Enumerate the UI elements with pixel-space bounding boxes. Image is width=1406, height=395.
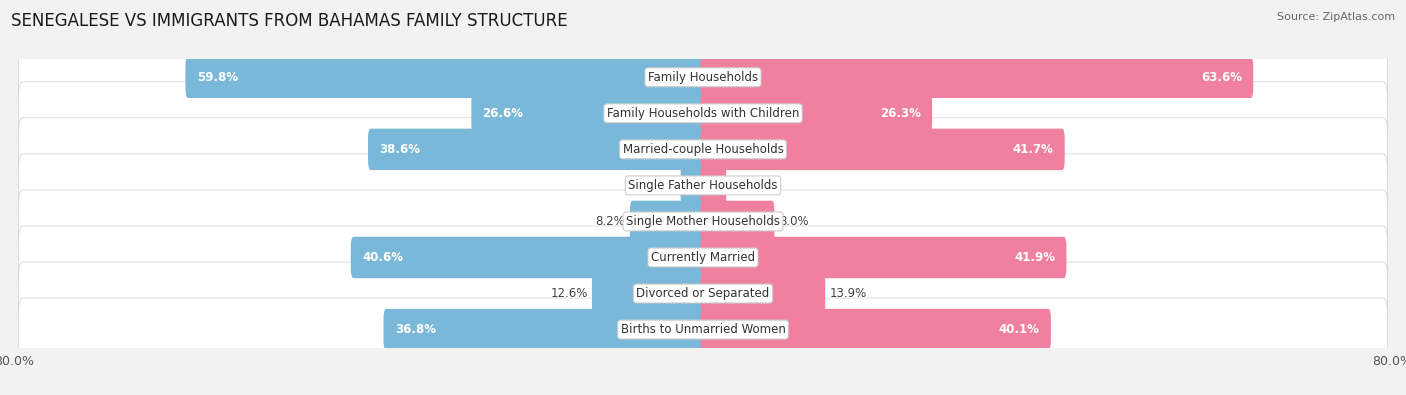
Text: 26.6%: 26.6% <box>482 107 523 120</box>
Text: Source: ZipAtlas.com: Source: ZipAtlas.com <box>1277 12 1395 22</box>
Text: 2.4%: 2.4% <box>731 179 761 192</box>
FancyBboxPatch shape <box>630 201 706 242</box>
Text: Divorced or Separated: Divorced or Separated <box>637 287 769 300</box>
Text: 40.6%: 40.6% <box>361 251 404 264</box>
FancyBboxPatch shape <box>18 46 1388 109</box>
FancyBboxPatch shape <box>700 92 932 134</box>
FancyBboxPatch shape <box>18 154 1388 217</box>
FancyBboxPatch shape <box>471 92 706 134</box>
FancyBboxPatch shape <box>18 118 1388 181</box>
Text: Single Mother Households: Single Mother Households <box>626 215 780 228</box>
Text: Married-couple Households: Married-couple Households <box>623 143 783 156</box>
FancyBboxPatch shape <box>592 273 706 314</box>
Text: 36.8%: 36.8% <box>395 323 436 336</box>
Text: Family Households: Family Households <box>648 71 758 84</box>
Text: 8.2%: 8.2% <box>596 215 626 228</box>
Text: Family Households with Children: Family Households with Children <box>607 107 799 120</box>
Text: 41.9%: 41.9% <box>1014 251 1056 264</box>
FancyBboxPatch shape <box>18 226 1388 289</box>
FancyBboxPatch shape <box>18 190 1388 253</box>
Text: 63.6%: 63.6% <box>1201 71 1241 84</box>
Text: 41.7%: 41.7% <box>1012 143 1053 156</box>
Text: 2.3%: 2.3% <box>647 179 676 192</box>
FancyBboxPatch shape <box>700 165 727 206</box>
Text: SENEGALESE VS IMMIGRANTS FROM BAHAMAS FAMILY STRUCTURE: SENEGALESE VS IMMIGRANTS FROM BAHAMAS FA… <box>11 12 568 30</box>
FancyBboxPatch shape <box>700 129 1064 170</box>
FancyBboxPatch shape <box>700 237 1066 278</box>
Text: 26.3%: 26.3% <box>880 107 921 120</box>
FancyBboxPatch shape <box>700 273 825 314</box>
FancyBboxPatch shape <box>681 165 706 206</box>
Text: 12.6%: 12.6% <box>550 287 588 300</box>
FancyBboxPatch shape <box>368 129 706 170</box>
Text: 59.8%: 59.8% <box>197 71 238 84</box>
Text: Births to Unmarried Women: Births to Unmarried Women <box>620 323 786 336</box>
FancyBboxPatch shape <box>18 82 1388 145</box>
FancyBboxPatch shape <box>700 56 1253 98</box>
FancyBboxPatch shape <box>350 237 706 278</box>
FancyBboxPatch shape <box>18 298 1388 361</box>
FancyBboxPatch shape <box>384 309 706 350</box>
FancyBboxPatch shape <box>700 309 1050 350</box>
FancyBboxPatch shape <box>700 201 775 242</box>
Text: Currently Married: Currently Married <box>651 251 755 264</box>
FancyBboxPatch shape <box>186 56 706 98</box>
Text: 40.1%: 40.1% <box>998 323 1039 336</box>
Text: 13.9%: 13.9% <box>830 287 868 300</box>
Text: 8.0%: 8.0% <box>779 215 808 228</box>
Text: Single Father Households: Single Father Households <box>628 179 778 192</box>
Text: 38.6%: 38.6% <box>380 143 420 156</box>
FancyBboxPatch shape <box>18 262 1388 325</box>
